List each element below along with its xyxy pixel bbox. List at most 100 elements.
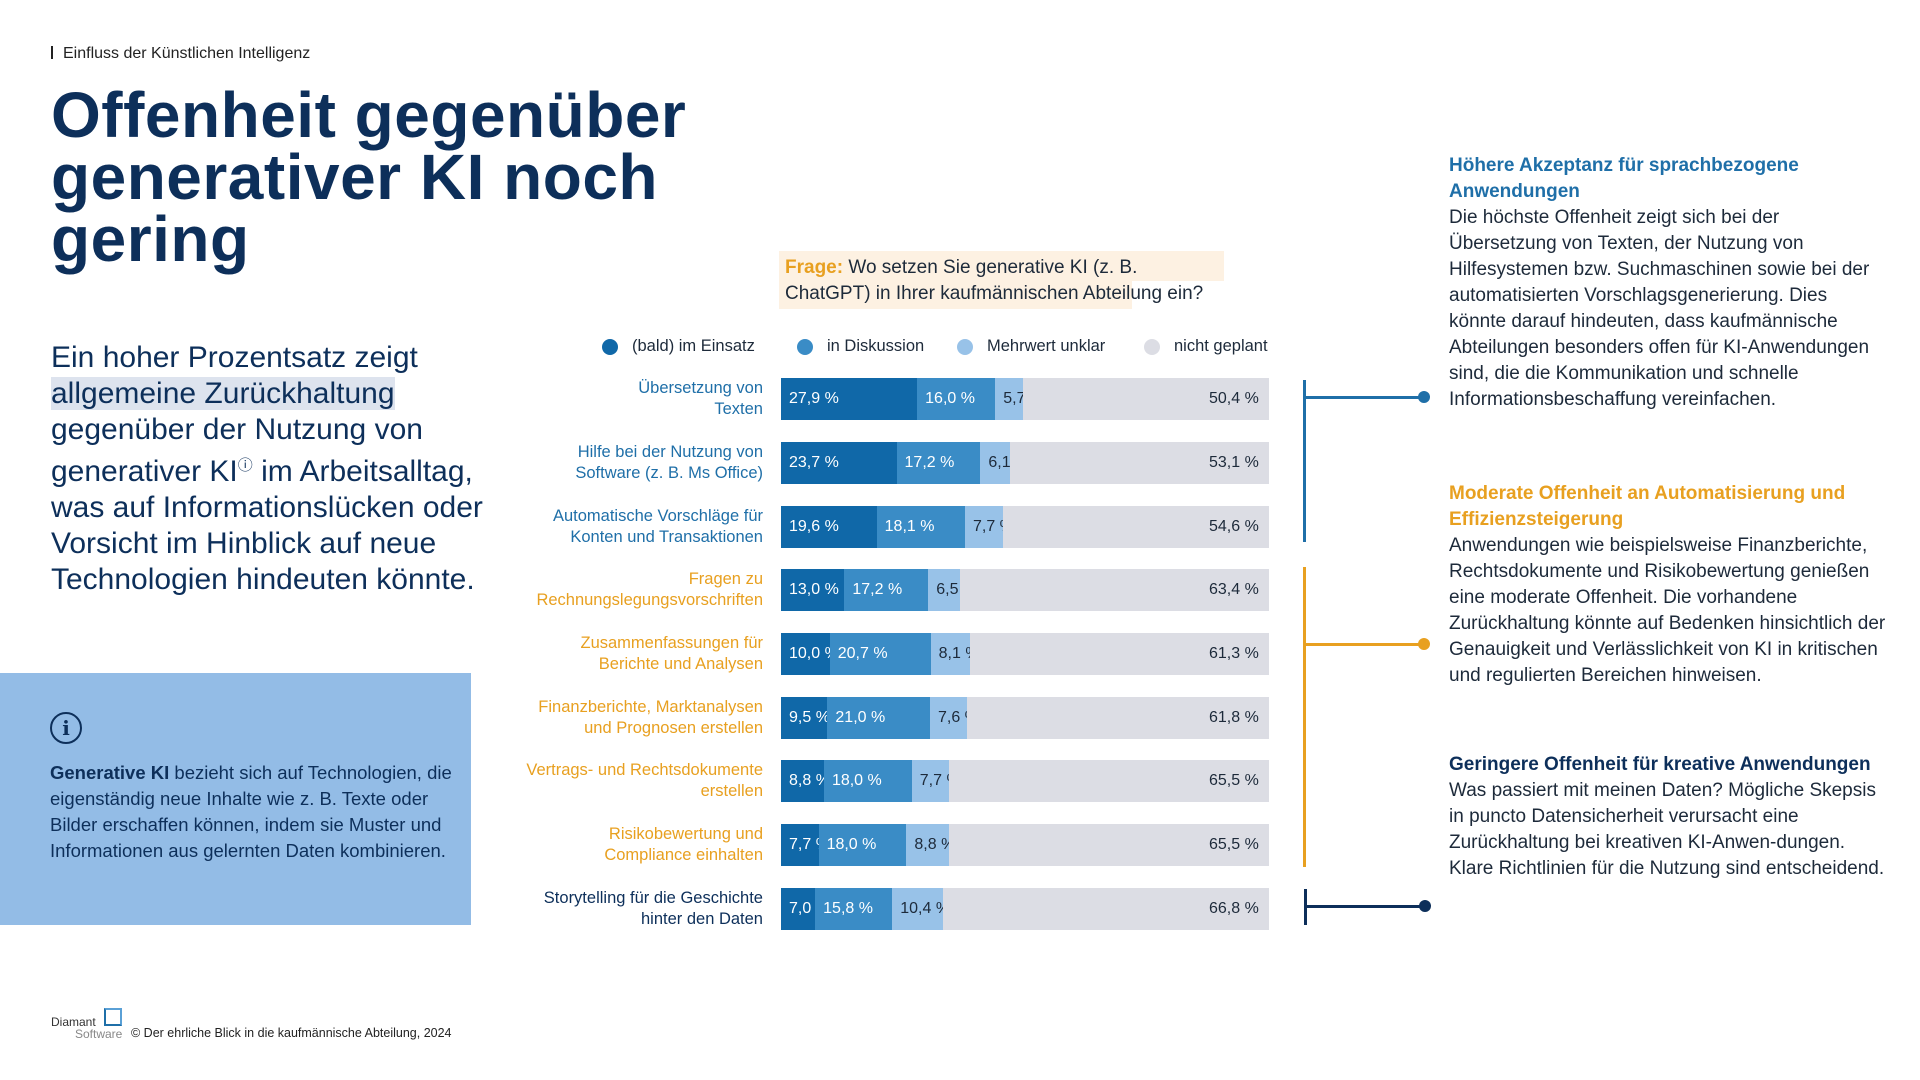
bar-value-label: 8,1 % — [938, 645, 980, 662]
intro-paragraph: Ein hoher Prozentsatz zeigt allgemeine Z… — [51, 340, 501, 598]
question-label: Frage: — [785, 257, 844, 278]
bar-segment — [970, 633, 1269, 675]
category-label: Risikobewertung und Compliance einhalten — [604, 825, 763, 864]
category-label: Hilfe bei der Nutzung von Software (z. B.… — [575, 443, 763, 482]
info-box-text: Generative KI bezieht sich auf Technolog… — [50, 760, 460, 864]
bar-value-label: 23,7 % — [789, 454, 839, 471]
bar-segment — [781, 697, 828, 739]
diamant-software-logo: Diamant Software — [51, 1008, 123, 1040]
intro-highlight: allgemeine Zurückhaltung — [51, 377, 395, 410]
bar-segment — [943, 888, 1269, 930]
bar-value-label: 10,4 % — [900, 900, 951, 917]
bar-value-label: 8,8 % — [789, 772, 830, 789]
bar-value-label: 17,2 % — [904, 454, 955, 471]
category-label: Übersetzung von Texten — [638, 379, 763, 418]
bar-segment — [781, 378, 918, 420]
category-label: Zusammenfassungen für Berichte und Analys… — [580, 634, 763, 673]
bar-value-label: 10,0 % — [789, 645, 839, 662]
bar-value-label: 65,5 % — [1209, 836, 1259, 853]
bar-value-label: 19,6 % — [789, 518, 839, 535]
bar-segment — [980, 442, 1011, 484]
question-box: Frage: Wo setzen Sie generative KI (z. B… — [779, 251, 1224, 309]
bar-segment — [815, 888, 893, 930]
bar-value-label: 18,0 % — [826, 836, 877, 853]
note-heading: Höhere Akzeptanz für sprachbezogene Anwe… — [1449, 155, 1799, 202]
bar-segment — [781, 888, 816, 930]
legend-swatch — [1144, 338, 1160, 355]
info-definition: bezieht sich auf Technologien, die eigen… — [50, 762, 452, 861]
connector-blue — [1303, 396, 1423, 399]
bar-segment — [959, 569, 1269, 611]
note-language: Höhere Akzeptanz für sprachbezogene Anwe… — [1449, 153, 1889, 413]
legend-swatch — [797, 338, 813, 355]
bar-segment — [1010, 442, 1269, 484]
category-label: Vertrags- und Rechtsdokumente erstellen — [526, 761, 763, 800]
legend-item: Mehrwert unklar — [957, 337, 1105, 356]
bar-segment — [911, 760, 950, 802]
legend-swatch — [602, 338, 618, 355]
breadcrumb-marker — [51, 46, 53, 59]
bar-segment — [930, 633, 971, 675]
bar-value-label: 61,3 % — [1209, 645, 1259, 662]
connector-dot-navy — [1419, 900, 1431, 912]
breadcrumb-text: Einfluss der Künstlichen Intelligenz — [63, 45, 311, 62]
connector-orange — [1303, 643, 1423, 646]
bar-value-label: 9,5 % — [789, 709, 830, 726]
bar-value-label: 16,0 % — [925, 390, 975, 407]
bar-segment — [781, 760, 824, 802]
bar-segment — [781, 633, 830, 675]
bar-value-label: 27,9 % — [789, 390, 839, 407]
note-automation: Moderate Offenheit an Automatisierung un… — [1449, 481, 1889, 689]
legend-label: Mehrwert unklar — [987, 337, 1106, 355]
bar-segment — [818, 824, 907, 866]
category-label: Automatische Vorschläge für Konten und Tr… — [552, 507, 763, 546]
bar-value-label: 53,1 % — [1209, 454, 1259, 471]
bar-segment — [949, 824, 1269, 866]
footer: Diamant Software © Der ehrliche Blick in … — [51, 1008, 452, 1040]
bar-segment — [1023, 378, 1269, 420]
bar-segment — [964, 506, 1003, 548]
bar-segment — [827, 697, 930, 739]
note-creative: Geringere Offenheit für kreative Anwendu… — [1449, 752, 1889, 882]
legend-label: (bald) im Einsatz — [632, 337, 755, 355]
legend-item: (bald) im Einsatz — [602, 337, 755, 356]
bar-segment — [829, 633, 931, 675]
bar-segment — [781, 824, 819, 866]
bar-value-label: 21,0 % — [835, 709, 886, 726]
note-text: Anwendungen wie beispielsweise Finanzber… — [1449, 535, 1886, 686]
bar-segment — [844, 569, 929, 611]
bar-segment — [892, 888, 943, 930]
bar-value-label: 17,2 % — [852, 581, 903, 598]
bar-segment — [1002, 506, 1269, 548]
info-superscript-icon[interactable]: ⓘ — [237, 457, 253, 474]
bar-segment — [781, 442, 897, 484]
bar-value-label: 13,0 % — [789, 581, 839, 598]
bar-value-label: 66,8 % — [1209, 900, 1259, 917]
bar-value-label: 8,8 % — [914, 836, 956, 853]
bar-value-label: 63,4 % — [1209, 581, 1259, 598]
bracket-orange — [1303, 567, 1306, 867]
legend-item: nicht geplant — [1144, 337, 1268, 356]
legend-item: in Diskussion — [797, 337, 924, 356]
legend-label: nicht geplant — [1174, 337, 1268, 355]
category-label: Storytelling für die Geschichte hinter de… — [543, 889, 763, 928]
bar-segment — [917, 378, 996, 420]
bar-segment — [781, 569, 845, 611]
intro-text: im Arbeitsalltag, was auf Informationslü… — [51, 455, 483, 596]
bar-segment — [929, 697, 968, 739]
bar-segment — [781, 506, 877, 548]
bar-value-label: 54,6 % — [1209, 518, 1259, 535]
bracket-blue — [1303, 380, 1306, 542]
connector-navy — [1304, 905, 1424, 908]
bar-value-label: 65,5 % — [1209, 772, 1259, 789]
bar-value-label: 50,4 % — [1209, 390, 1259, 407]
info-box — [0, 673, 471, 925]
bar-value-label: 20,7 % — [837, 645, 888, 662]
connector-dot-orange — [1418, 638, 1430, 650]
category-label: Fragen zu Rechnungslegungsvorschriften — [536, 570, 763, 609]
bar-value-label: 18,1 % — [884, 518, 935, 535]
bar-segment — [967, 697, 1269, 739]
note-heading: Geringere Offenheit für kreative Anwendu… — [1449, 754, 1871, 775]
bar-segment — [928, 569, 960, 611]
bar-value-label: 61,8 % — [1209, 709, 1259, 726]
